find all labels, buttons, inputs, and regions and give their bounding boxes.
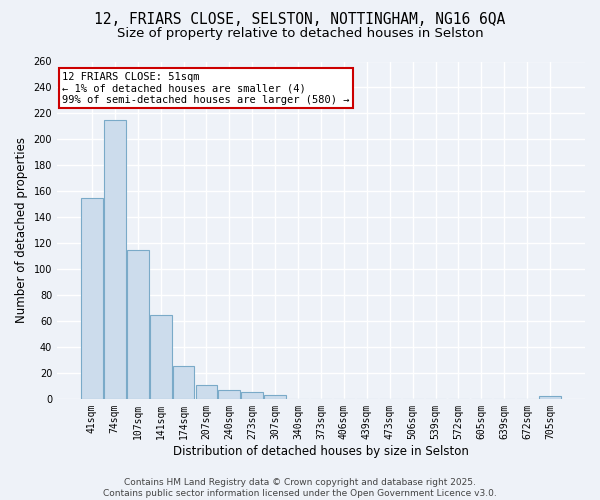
Bar: [218, 390, 240, 399]
Text: Contains HM Land Registry data © Crown copyright and database right 2025.
Contai: Contains HM Land Registry data © Crown c…: [103, 478, 497, 498]
Bar: [539, 396, 561, 399]
X-axis label: Distribution of detached houses by size in Selston: Distribution of detached houses by size …: [173, 444, 469, 458]
Bar: [265, 395, 286, 399]
Bar: [173, 366, 194, 399]
Bar: [104, 120, 126, 399]
Bar: [241, 392, 263, 399]
Bar: [127, 250, 149, 399]
Bar: [196, 384, 217, 399]
Text: 12 FRIARS CLOSE: 51sqm
← 1% of detached houses are smaller (4)
99% of semi-detac: 12 FRIARS CLOSE: 51sqm ← 1% of detached …: [62, 72, 350, 105]
Text: 12, FRIARS CLOSE, SELSTON, NOTTINGHAM, NG16 6QA: 12, FRIARS CLOSE, SELSTON, NOTTINGHAM, N…: [94, 12, 506, 28]
Bar: [150, 314, 172, 399]
Y-axis label: Number of detached properties: Number of detached properties: [15, 137, 28, 323]
Text: Size of property relative to detached houses in Selston: Size of property relative to detached ho…: [116, 28, 484, 40]
Bar: [81, 198, 103, 399]
